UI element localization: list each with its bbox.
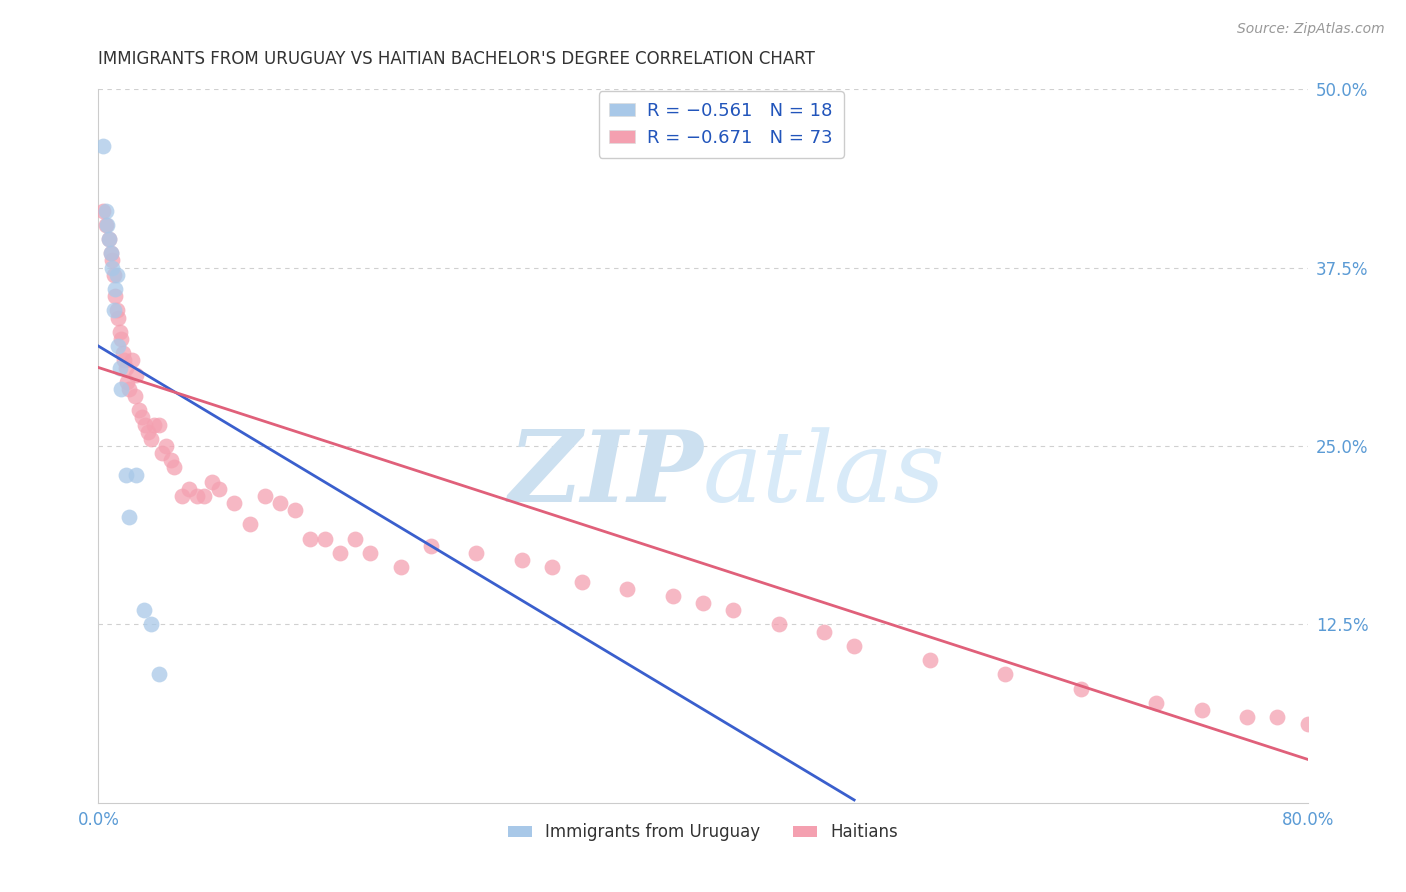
- Point: [540, 560, 562, 574]
- Point: [91, 139, 114, 153]
- Text: IMMIGRANTS FROM URUGUAY VS HAITIAN BACHELOR'S DEGREE CORRELATION CHART: IMMIGRANTS FROM URUGUAY VS HAITIAN BACHE…: [98, 50, 815, 68]
- Point: [1236, 710, 1258, 724]
- Point: [105, 268, 128, 282]
- Text: atlas: atlas: [703, 427, 946, 522]
- Point: [1386, 753, 1406, 767]
- Point: [128, 403, 150, 417]
- Point: [107, 339, 129, 353]
- Point: [160, 453, 183, 467]
- Point: [360, 546, 382, 560]
- Point: [108, 325, 131, 339]
- Point: [114, 360, 136, 375]
- Point: [170, 489, 193, 503]
- Point: [1327, 724, 1350, 739]
- Point: [101, 260, 124, 275]
- Point: [134, 417, 156, 432]
- Point: [329, 546, 352, 560]
- Point: [103, 268, 125, 282]
- Point: [94, 203, 117, 218]
- Point: [193, 489, 215, 503]
- Point: [918, 653, 941, 667]
- Point: [108, 360, 131, 375]
- Point: [389, 560, 412, 574]
- Point: [616, 582, 638, 596]
- Point: [163, 460, 186, 475]
- Point: [661, 589, 683, 603]
- Point: [115, 375, 138, 389]
- Point: [150, 446, 173, 460]
- Point: [91, 203, 114, 218]
- Point: [111, 346, 134, 360]
- Point: [723, 603, 745, 617]
- Point: [100, 246, 122, 260]
- Point: [98, 232, 121, 246]
- Point: [344, 532, 367, 546]
- Point: [94, 218, 117, 232]
- Point: [110, 382, 132, 396]
- Point: [114, 467, 136, 482]
- Point: [1191, 703, 1213, 717]
- Text: Source: ZipAtlas.com: Source: ZipAtlas.com: [1237, 22, 1385, 37]
- Point: [239, 517, 262, 532]
- Point: [124, 389, 146, 403]
- Point: [1402, 760, 1406, 774]
- Point: [994, 667, 1017, 681]
- Point: [284, 503, 307, 517]
- Point: [186, 489, 208, 503]
- Point: [143, 417, 166, 432]
- Point: [131, 410, 153, 425]
- Point: [1070, 681, 1092, 696]
- Point: [104, 289, 127, 303]
- Point: [101, 253, 124, 268]
- Point: [1144, 696, 1167, 710]
- Point: [103, 303, 125, 318]
- Point: [1357, 739, 1379, 753]
- Point: [141, 617, 163, 632]
- Legend: Immigrants from Uruguay, Haitians: Immigrants from Uruguay, Haitians: [502, 817, 904, 848]
- Point: [118, 382, 141, 396]
- Point: [118, 510, 141, 524]
- Point: [96, 218, 118, 232]
- Point: [813, 624, 835, 639]
- Point: [314, 532, 336, 546]
- Point: [104, 282, 127, 296]
- Point: [136, 425, 159, 439]
- Text: ZIP: ZIP: [508, 426, 703, 523]
- Point: [201, 475, 224, 489]
- Point: [510, 553, 533, 567]
- Point: [269, 496, 291, 510]
- Point: [98, 232, 121, 246]
- Point: [141, 432, 163, 446]
- Point: [100, 246, 122, 260]
- Point: [571, 574, 593, 589]
- Point: [224, 496, 246, 510]
- Point: [1267, 710, 1289, 724]
- Point: [768, 617, 790, 632]
- Point: [208, 482, 231, 496]
- Point: [179, 482, 201, 496]
- Point: [125, 368, 148, 382]
- Point: [1296, 717, 1319, 731]
- Point: [148, 667, 170, 681]
- Point: [121, 353, 143, 368]
- Point: [125, 467, 148, 482]
- Point: [465, 546, 488, 560]
- Point: [105, 303, 128, 318]
- Point: [155, 439, 177, 453]
- Point: [148, 417, 170, 432]
- Point: [253, 489, 276, 503]
- Point: [692, 596, 714, 610]
- Point: [112, 353, 135, 368]
- Point: [110, 332, 132, 346]
- Point: [420, 539, 443, 553]
- Point: [299, 532, 322, 546]
- Point: [107, 310, 129, 325]
- Point: [132, 603, 155, 617]
- Point: [844, 639, 866, 653]
